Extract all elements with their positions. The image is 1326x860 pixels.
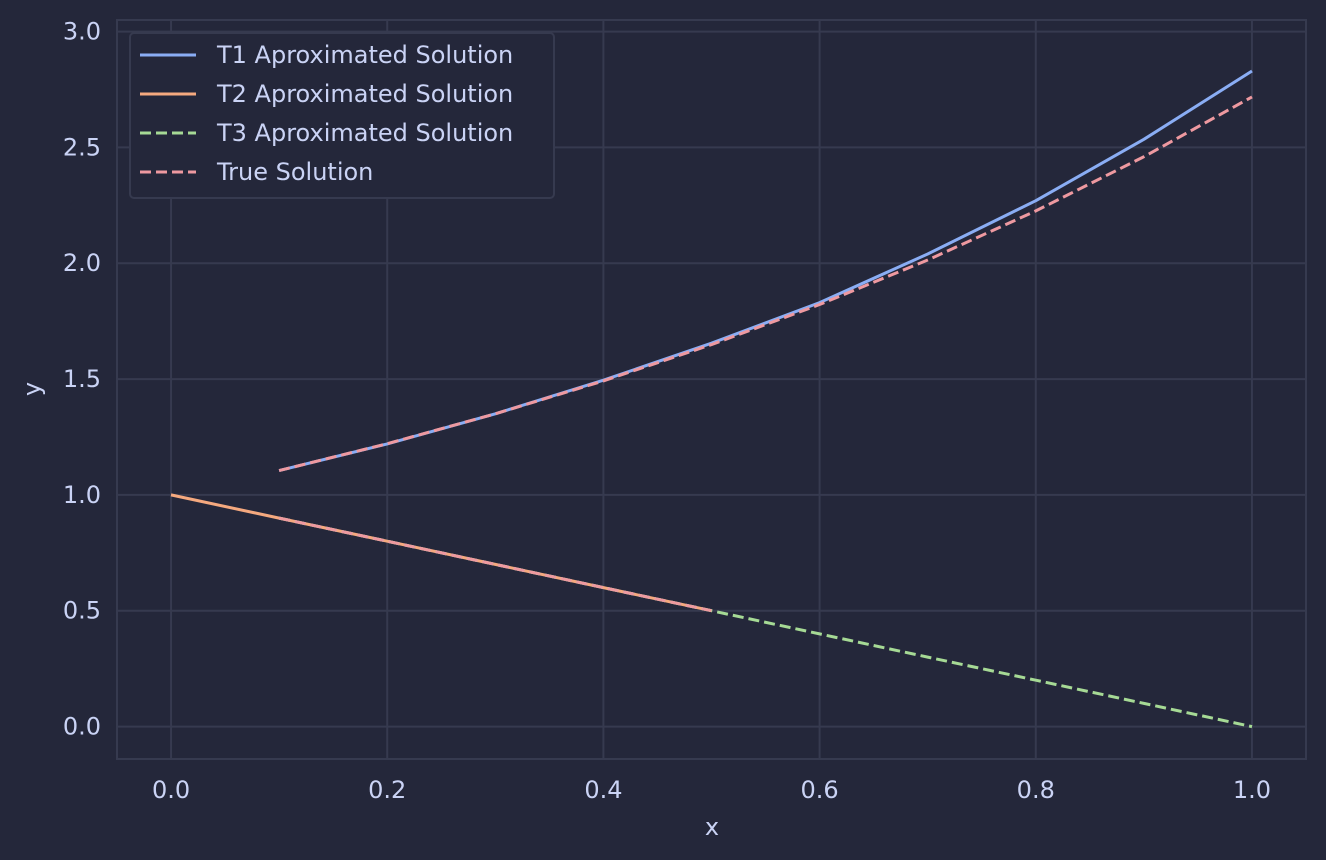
legend-label: T2 Aproximated Solution — [216, 80, 513, 108]
x-tick-label: 1.0 — [1233, 776, 1271, 804]
y-tick-label: 3.0 — [63, 18, 101, 46]
x-tick-label: 0.0 — [152, 776, 190, 804]
x-tick-label: 0.2 — [368, 776, 406, 804]
x-tick-label: 0.4 — [584, 776, 622, 804]
y-tick-label: 0.5 — [63, 597, 101, 625]
legend-label: T1 Aproximated Solution — [216, 41, 513, 69]
x-axis-label: x — [705, 813, 719, 841]
plot-frame — [116, 19, 1307, 760]
y-tick-label: 0.0 — [63, 713, 101, 741]
y-tick-label: 2.0 — [63, 249, 101, 277]
x-tick-labels: 0.0 0.2 0.4 0.6 0.8 1.0 — [152, 776, 1271, 804]
legend-box — [129, 32, 555, 199]
y-axis-label: y — [18, 382, 46, 396]
legend: T1 Aproximated Solution T2 Aproximated So… — [129, 32, 555, 199]
legend-label: True Solution — [216, 158, 373, 186]
legend-label: T3 Aproximated Solution — [216, 119, 513, 147]
series-lines — [170, 69, 1253, 729]
grid — [117, 20, 1306, 759]
y-tick-label: 2.5 — [63, 133, 101, 161]
x-tick-label: 0.6 — [801, 776, 839, 804]
x-tick-label: 0.8 — [1017, 776, 1055, 804]
y-tick-label: 1.5 — [63, 365, 101, 393]
y-tick-label: 1.0 — [63, 481, 101, 509]
series-line — [278, 95, 1253, 473]
y-tick-labels: 0.0 0.5 1.0 1.5 2.0 2.5 3.0 — [63, 18, 101, 741]
series-line — [278, 516, 712, 613]
